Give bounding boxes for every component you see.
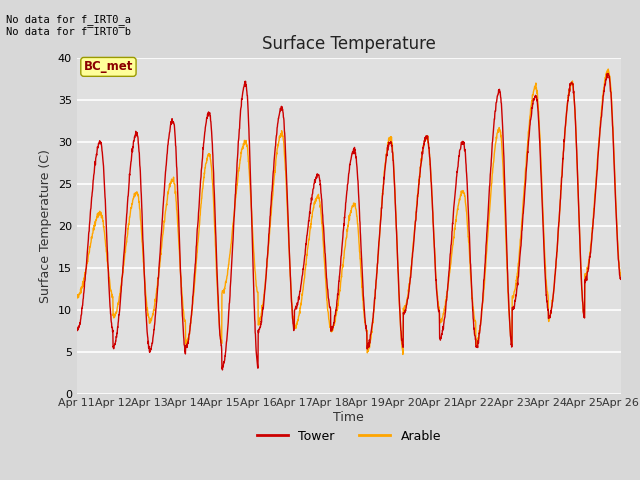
Text: BC_met: BC_met xyxy=(84,60,133,73)
Text: No data for f_IRT0_a
No data for f̅IRT0̅b: No data for f_IRT0_a No data for f̅IRT0̅… xyxy=(6,14,131,37)
Legend: Tower, Arable: Tower, Arable xyxy=(252,425,446,448)
X-axis label: Time: Time xyxy=(333,411,364,424)
Title: Surface Temperature: Surface Temperature xyxy=(262,35,436,53)
Y-axis label: Surface Temperature (C): Surface Temperature (C) xyxy=(39,149,52,302)
